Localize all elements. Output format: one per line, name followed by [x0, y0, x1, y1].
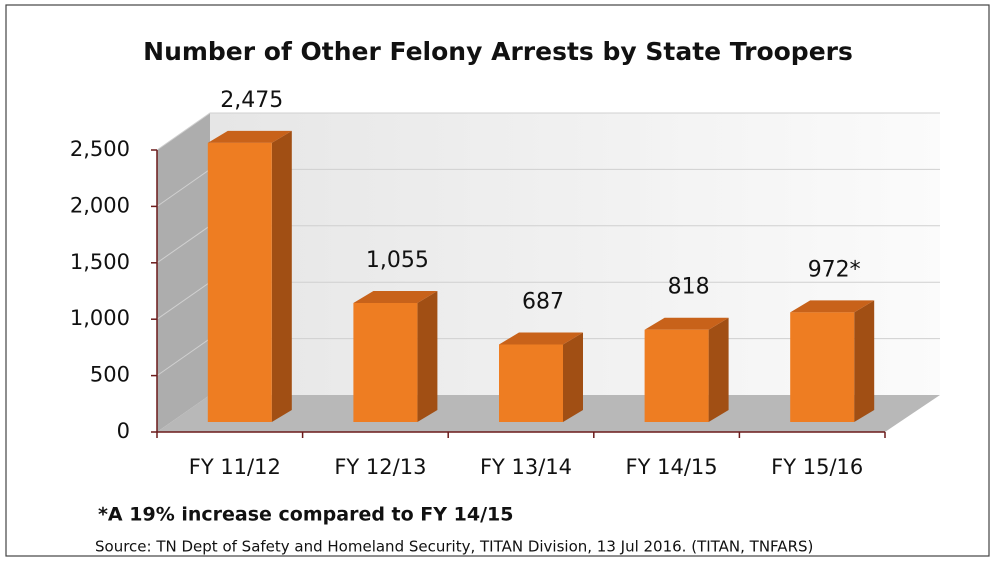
bar-top	[353, 290, 438, 303]
x-tick-label: FY 11/12	[189, 455, 281, 479]
bar-side	[708, 317, 729, 422]
value-label: 818	[668, 275, 710, 300]
y-tick-label: 1,000	[70, 306, 130, 330]
y-tick-label: 1,500	[70, 250, 130, 274]
x-tick-label: FY 15/16	[771, 455, 863, 479]
x-tick-label: FY 13/14	[480, 455, 572, 479]
x-tick-label: FY 12/13	[334, 455, 426, 479]
bar-side	[417, 290, 438, 422]
bar-top	[644, 317, 729, 330]
chart-title: Number of Other Felony Arrests by State …	[143, 37, 853, 66]
side-wall	[157, 113, 210, 432]
bar	[790, 312, 855, 422]
bar-top	[790, 300, 875, 313]
annotation: *A 19% increase compared to FY 14/15	[98, 504, 513, 526]
grid-line	[156, 112, 940, 151]
bar-side	[563, 332, 583, 422]
y-tick-label: 0	[117, 419, 130, 443]
bar	[207, 142, 272, 422]
value-label: 2,475	[220, 88, 283, 113]
bar	[644, 329, 709, 422]
bar-top	[207, 130, 292, 143]
value-label: 687	[522, 290, 564, 315]
bar-top	[499, 332, 583, 345]
y-tick-label: 2,500	[70, 137, 130, 161]
x-tick-label: FY 14/15	[626, 455, 718, 479]
source: Source: TN Dept of Safety and Homeland S…	[95, 538, 813, 556]
bar-side	[271, 130, 292, 422]
value-label: 1,055	[366, 248, 429, 273]
bar	[499, 344, 563, 422]
bar-side	[854, 300, 875, 422]
y-tick-label: 500	[90, 363, 130, 387]
bar	[353, 302, 418, 422]
value-label: 972*	[808, 257, 861, 282]
y-tick-label: 2,000	[70, 193, 130, 217]
frame	[5, 4, 990, 557]
